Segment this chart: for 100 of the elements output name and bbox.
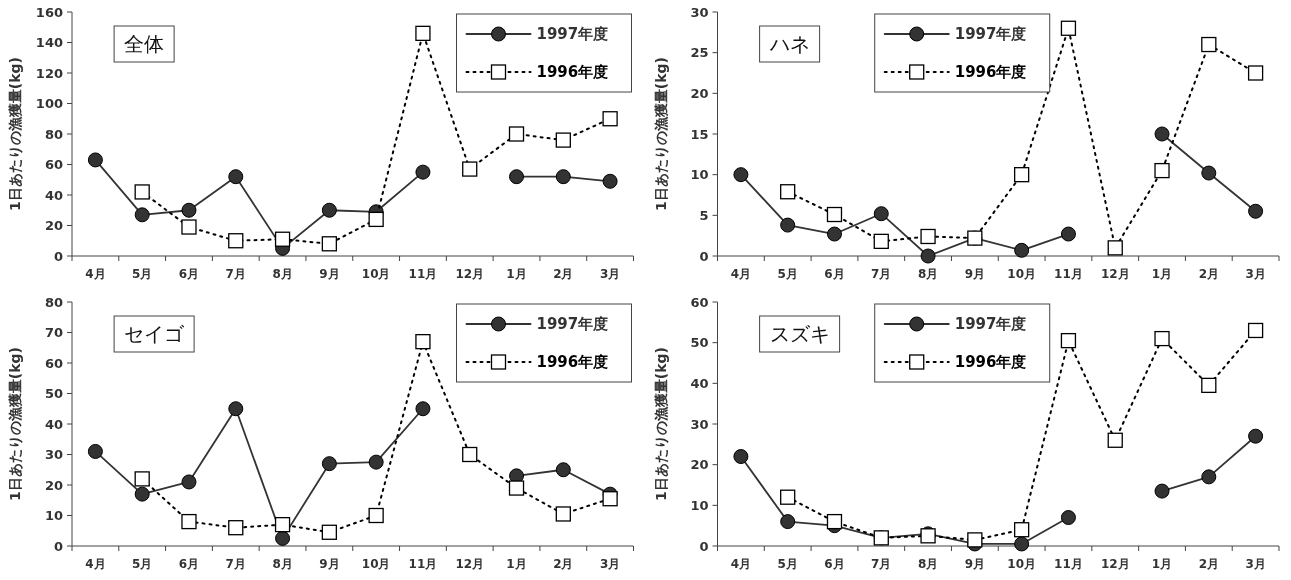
point (368, 507, 384, 524)
y-tick-label: 30 (690, 416, 709, 432)
y-axis-title: 1日あたりの漁獲量(kg) (7, 57, 23, 211)
y-tick-label: 160 (35, 4, 63, 20)
point (1248, 203, 1264, 219)
x-tick-label: 3月 (599, 557, 621, 571)
title-box: ハネ (759, 25, 821, 63)
x-tick-label: 12月 (455, 267, 485, 281)
y-tick-label: 0 (53, 538, 63, 554)
legend-label: 1997年度 (536, 25, 609, 44)
x-tick-label: 6月 (178, 557, 200, 571)
point (368, 211, 384, 228)
y-tick-label: 140 (35, 35, 63, 51)
point (415, 401, 431, 417)
x-tick-label: 2月 (1198, 557, 1219, 571)
point (1154, 126, 1170, 142)
x-tick-label: 4月 (730, 557, 752, 571)
point (733, 449, 749, 465)
point (555, 169, 571, 185)
y-tick-label: 50 (690, 335, 709, 351)
point (920, 248, 936, 264)
x-tick-label: 10月 (361, 267, 391, 281)
point (826, 226, 842, 242)
point (1154, 330, 1170, 347)
point (274, 231, 291, 247)
point (181, 474, 197, 490)
point (368, 454, 384, 470)
point (321, 456, 337, 472)
point (134, 207, 150, 223)
point (508, 480, 525, 496)
point (733, 167, 749, 183)
x-tick-label: 2月 (1198, 267, 1219, 281)
y-tick-label: 70 (44, 325, 63, 341)
y-tick-label: 20 (44, 477, 63, 493)
point (1201, 469, 1217, 485)
point (1014, 242, 1030, 258)
x-tick-label: 1月 (506, 267, 527, 281)
x-tick-label: 5月 (777, 557, 798, 571)
point (967, 532, 983, 548)
point (509, 169, 525, 185)
x-tick-label: 6月 (178, 267, 200, 281)
x-tick-label: 1月 (1151, 267, 1173, 281)
y-tick-label: 10 (44, 508, 63, 524)
y-tick-label: 40 (690, 375, 709, 391)
x-tick-label: 2月 (553, 267, 574, 281)
point (920, 228, 936, 245)
point (1060, 510, 1076, 526)
x-tick-label: 8月 (272, 557, 293, 571)
point (181, 202, 197, 218)
x-tick-label: 3月 (599, 267, 621, 281)
y-axis-title: 1日あたりの漁獲量(kg) (652, 57, 669, 211)
legend-label: 1996年度 (536, 63, 609, 82)
x-tick-label: 1月 (506, 557, 527, 571)
title-box: セイゴ (113, 315, 195, 353)
point (1247, 322, 1264, 339)
y-tick-label: 30 (44, 447, 63, 463)
x-tick-label: 11月 (1054, 557, 1083, 571)
x-tick-label: 8月 (917, 557, 939, 571)
y-tick-label: 60 (44, 355, 63, 371)
point (1060, 20, 1077, 36)
point (228, 169, 244, 185)
x-tick-label: 4月 (85, 557, 106, 571)
x-tick-label: 5月 (132, 267, 153, 281)
point (826, 513, 843, 530)
y-tick-label: 0 (699, 538, 709, 554)
y-tick-label: 10 (690, 167, 709, 183)
x-tick-label: 7月 (871, 267, 892, 281)
legend-label: 1997年度 (954, 25, 1027, 44)
point (462, 446, 478, 463)
x-tick-label: 11月 (408, 267, 438, 281)
x-tick-label: 5月 (777, 267, 798, 281)
y-tick-label: 30 (690, 4, 709, 20)
point (873, 206, 889, 222)
point (1201, 36, 1217, 53)
y-tick-label: 80 (44, 294, 63, 310)
title-box: スズキ (759, 315, 841, 353)
x-tick-label: 9月 (319, 557, 340, 571)
point (826, 206, 843, 223)
point (134, 486, 150, 502)
point (555, 462, 571, 478)
y-tick-label: 50 (44, 386, 63, 402)
x-tick-label: 6月 (824, 267, 845, 281)
x-tick-label: 10月 (1007, 267, 1036, 281)
title-box: 全体 (113, 25, 175, 63)
point (1247, 65, 1264, 81)
point (508, 126, 525, 142)
x-tick-label: 11月 (1054, 267, 1083, 281)
y-tick-label: 40 (44, 187, 63, 203)
x-tick-label: 1月 (1151, 557, 1173, 571)
x-tick-label: 3月 (1245, 267, 1266, 281)
point (274, 517, 291, 533)
x-tick-label: 12月 (455, 557, 485, 571)
y-tick-label: 120 (35, 65, 63, 81)
point (602, 491, 618, 507)
point (87, 443, 103, 459)
legend-label: 1996年度 (954, 63, 1027, 82)
point (1248, 428, 1264, 444)
x-tick-label: 5月 (132, 557, 153, 571)
x-tick-label: 12月 (1100, 267, 1130, 281)
point (1201, 165, 1217, 181)
